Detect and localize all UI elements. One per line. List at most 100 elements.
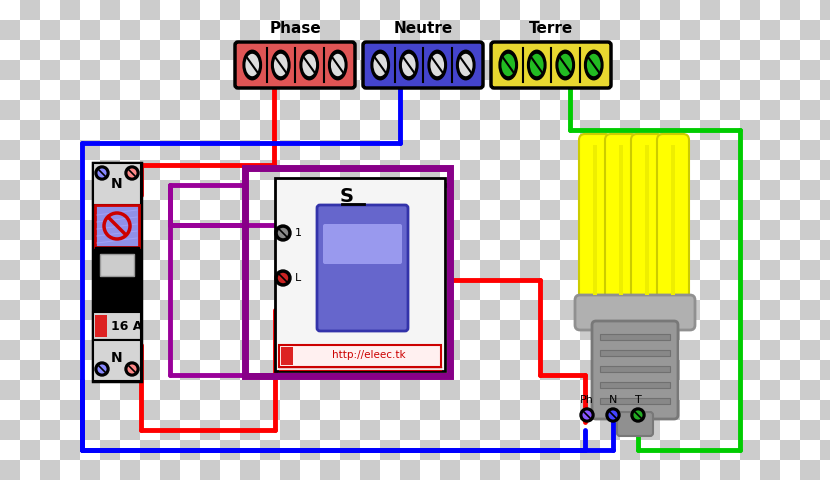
Bar [400,0,420,20]
Bar [360,0,380,20]
Bar [100,140,120,160]
Bar [460,140,480,160]
Bar [560,40,580,60]
Bar [20,400,40,420]
Bar [160,240,180,260]
Bar [40,180,60,200]
Bar [600,260,620,280]
Bar [660,20,680,40]
Bar [800,440,820,460]
Bar [20,180,40,200]
Bar [440,220,460,240]
Bar [380,400,400,420]
Bar [580,40,600,60]
Bar [700,220,720,240]
Bar [600,280,620,300]
FancyBboxPatch shape [617,412,653,436]
Bar [520,380,540,400]
Bar [240,120,260,140]
Bar [280,120,300,140]
Bar [160,460,180,480]
Bar [380,200,400,220]
Bar [260,440,280,460]
Bar [740,100,760,120]
Bar [740,260,760,280]
Bar [580,240,600,260]
Bar [560,440,580,460]
Bar [720,120,740,140]
Bar [600,380,620,400]
Bar [540,320,560,340]
Bar [620,180,640,200]
Bar [280,240,300,260]
Bar [660,40,680,60]
Bar [580,200,600,220]
Bar [780,140,800,160]
Bar [40,280,60,300]
Bar [760,380,780,400]
Bar [400,240,420,260]
Bar [760,0,780,20]
Text: Terre: Terre [529,21,574,36]
Bar [760,40,780,60]
Bar [360,240,380,260]
Bar [740,140,760,160]
Bar [220,340,240,360]
FancyBboxPatch shape [575,295,695,330]
Bar [280,200,300,220]
FancyBboxPatch shape [235,42,355,88]
Bar [180,40,200,60]
Bar [580,320,600,340]
Bar [200,40,220,60]
Text: N: N [609,395,618,405]
Bar [660,60,680,80]
Bar [680,440,700,460]
Bar [20,300,40,320]
FancyBboxPatch shape [657,134,689,306]
Bar [240,340,260,360]
Bar [480,340,500,360]
Bar [360,380,380,400]
Bar [560,20,580,40]
Bar [340,80,360,100]
Bar [200,260,220,280]
Bar [780,20,800,40]
Bar [580,160,600,180]
Bar [0,460,20,480]
Bar [440,240,460,260]
Bar [780,120,800,140]
Bar [520,160,540,180]
Bar [260,360,280,380]
Bar [100,40,120,60]
Bar [700,80,720,100]
Bar [220,20,240,40]
Bar [140,440,160,460]
Bar [380,120,400,140]
Bar [820,240,830,260]
Bar [100,220,120,240]
Bar [740,0,760,20]
Bar [380,80,400,100]
Bar [620,120,640,140]
Bar [360,280,380,300]
Bar [680,140,700,160]
Bar [740,80,760,100]
Bar [580,280,600,300]
Bar [400,40,420,60]
Bar [680,180,700,200]
Bar [740,160,760,180]
Bar [600,40,620,60]
Bar [420,120,440,140]
Bar [200,300,220,320]
Bar [660,400,680,420]
Text: 16 A: 16 A [111,320,142,333]
Bar [260,80,280,100]
Bar [340,280,360,300]
Bar [280,20,300,40]
Bar [600,240,620,260]
Bar [700,100,720,120]
Bar [420,220,440,240]
Bar [680,100,700,120]
Bar [480,160,500,180]
Bar [760,140,780,160]
